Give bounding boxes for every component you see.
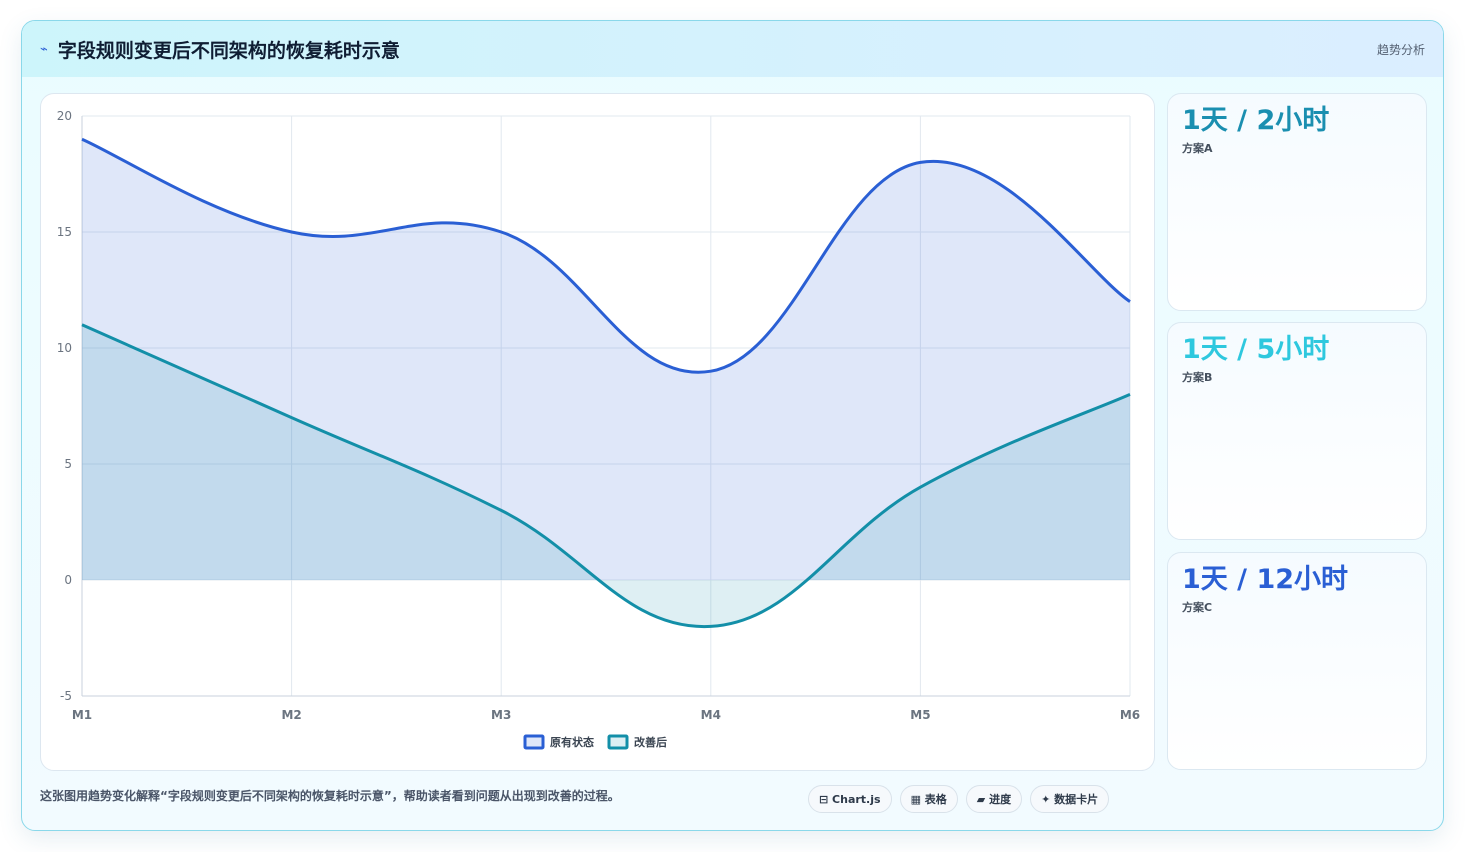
stat-card-c: 1天 / 12小时 方案C — [1167, 552, 1427, 770]
legend-label-1: 原有状态 — [550, 735, 594, 749]
x-tick-label: M4 — [701, 708, 721, 722]
y-tick-label: -5 — [60, 689, 72, 703]
card-header: ⌁ 字段规则变更后不同架构的恢复耗时示意 趋势分析 — [22, 21, 1443, 77]
chart-panel: -5 0 5 10 15 20 M1 M2 M3 M4 M5 M6 原有状态 改善后 — [40, 93, 1155, 771]
series-line-2 — [81, 323, 1131, 628]
chart-caption: 这张图用趋势变化解释“字段规则变更后不同架构的恢复耗时示意”，帮助读者看到问题从… — [40, 789, 620, 803]
stat-value-c: 1天 / 12小时 — [1182, 564, 1349, 595]
chart-card: ⌁ 字段规则变更后不同架构的恢复耗时示意 趋势分析 -5 0 5 10 15 20 M1 M2… — [21, 20, 1444, 831]
chip-progress[interactable]: ▰ 进度 — [965, 785, 1023, 813]
series-area-1 — [82, 139, 1130, 580]
stat-card-a: 1天 / 2小时 方案A — [1167, 93, 1427, 311]
y-tick-label: 5 — [64, 457, 72, 471]
series-line-1 — [81, 137, 1131, 374]
x-tick-label: M6 — [1120, 708, 1140, 722]
feature-chips: ⊟ Chart.js ▦ 表格 ▰ 进度 ✦ 数据卡片 — [808, 785, 1110, 813]
trend-icon: ⌁ — [40, 41, 48, 57]
x-tick-label: M1 — [72, 708, 92, 722]
series-area-2 — [82, 324, 1130, 627]
legend-label-2: 改善后 — [634, 735, 667, 749]
y-tick-label: 10 — [57, 341, 72, 355]
category-tag: 趋势分析 — [1376, 42, 1425, 57]
x-tick-label: M2 — [281, 708, 301, 722]
chip-data-card[interactable]: ✦ 数据卡片 — [1030, 785, 1110, 813]
stat-value-a: 1天 / 2小时 — [1182, 105, 1330, 136]
x-tick-label: M3 — [491, 708, 511, 722]
y-tick-label: 0 — [64, 573, 72, 587]
page-title: 字段规则变更后不同架构的恢复耗时示意 — [57, 39, 400, 62]
chip-chartjs[interactable]: ⊟ Chart.js — [808, 785, 892, 813]
stat-label-c: 方案C — [1182, 601, 1213, 614]
stat-card-b: 1天 / 5小时 方案B — [1167, 322, 1427, 540]
chip-table[interactable]: ▦ 表格 — [899, 785, 958, 813]
stat-label-a: 方案A — [1182, 142, 1213, 155]
stat-value-b: 1天 / 5小时 — [1182, 334, 1330, 365]
y-tick-label: 15 — [57, 225, 72, 239]
stat-label-b: 方案B — [1182, 371, 1213, 384]
area-chart: -5 0 5 10 15 20 M1 M2 M3 M4 M5 M6 原有状态 改善后 — [57, 109, 1140, 750]
x-tick-label: M5 — [910, 708, 930, 722]
legend-swatch-1 — [523, 734, 545, 750]
y-tick-label: 20 — [57, 109, 72, 123]
legend-swatch-2 — [607, 734, 629, 750]
